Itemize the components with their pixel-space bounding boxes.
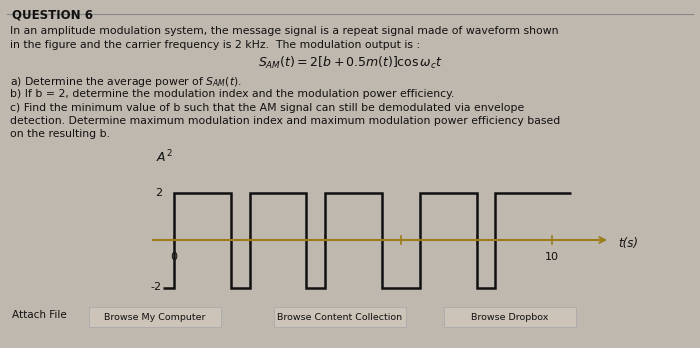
FancyBboxPatch shape (444, 307, 576, 327)
Text: 2: 2 (155, 188, 162, 198)
Text: detection. Determine maximum modulation index and maximum modulation power effic: detection. Determine maximum modulation … (10, 116, 560, 126)
Text: a) Determine the average power of $S_{AM}(t)$.: a) Determine the average power of $S_{AM… (10, 75, 241, 89)
Text: t(s): t(s) (618, 237, 638, 250)
Text: in the figure and the carrier frequency is 2 kHz.  The modulation output is :: in the figure and the carrier frequency … (10, 40, 420, 50)
Text: $S_{AM}(t)=2[b+0.5m(t)]\cos\omega_c t$: $S_{AM}(t)=2[b+0.5m(t)]\cos\omega_c t$ (258, 55, 442, 71)
Text: Attach File: Attach File (12, 310, 66, 320)
Text: Browse My Computer: Browse My Computer (104, 313, 206, 322)
FancyBboxPatch shape (89, 307, 221, 327)
Text: In an amplitude modulation system, the message signal is a repeat signal made of: In an amplitude modulation system, the m… (10, 26, 559, 36)
Text: on the resulting b.: on the resulting b. (10, 129, 110, 139)
Text: -2: -2 (150, 283, 162, 293)
Text: b) If b = 2, determine the modulation index and the modulation power efficiency.: b) If b = 2, determine the modulation in… (10, 89, 454, 99)
FancyBboxPatch shape (274, 307, 406, 327)
Text: c) Find the minimum value of b such that the AM signal can still be demodulated : c) Find the minimum value of b such that… (10, 103, 524, 113)
Text: $\mathit{A}^2$: $\mathit{A}^2$ (156, 148, 173, 165)
Text: Browse Dropbox: Browse Dropbox (471, 313, 549, 322)
Text: QUESTION 6: QUESTION 6 (12, 9, 93, 22)
Text: 0: 0 (170, 252, 177, 262)
Text: Browse Content Collection: Browse Content Collection (277, 313, 402, 322)
Text: 10: 10 (545, 252, 559, 262)
